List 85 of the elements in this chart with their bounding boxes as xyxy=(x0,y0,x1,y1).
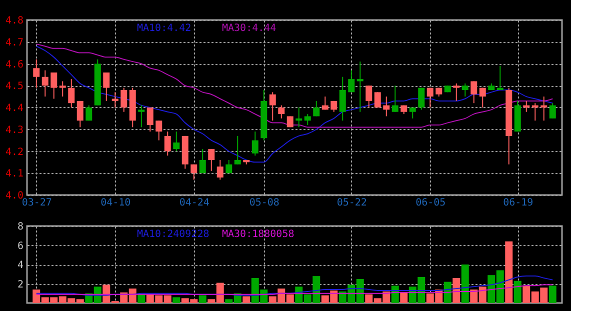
x-tick-label: 04-10 xyxy=(100,198,131,208)
bar xyxy=(198,295,206,303)
candlestick xyxy=(278,104,285,119)
candlestick xyxy=(322,96,328,110)
text: MA10:2409228 xyxy=(137,229,210,240)
candlestick xyxy=(356,61,364,112)
bar xyxy=(138,294,146,303)
bar xyxy=(400,292,408,303)
line-series xyxy=(36,284,554,295)
text: MA30:1880058 xyxy=(222,229,294,240)
y-tick-label: 8 xyxy=(17,222,24,232)
candlestick xyxy=(76,100,84,128)
bar xyxy=(242,296,250,303)
candlestick xyxy=(86,104,92,122)
bar xyxy=(452,278,460,303)
bar xyxy=(505,241,513,303)
bar xyxy=(514,280,522,303)
x-tick-label: 06-05 xyxy=(416,198,446,208)
candlestick xyxy=(392,85,398,112)
candlestick xyxy=(226,160,232,174)
candlestick xyxy=(103,72,110,102)
y-tick-label: 4.8 xyxy=(5,16,24,26)
candlestick xyxy=(164,131,171,156)
candlestick xyxy=(216,160,224,180)
candlestick xyxy=(383,96,390,117)
candlestick xyxy=(173,131,180,152)
candlestick xyxy=(120,87,128,112)
y-tick-label: 4.1 xyxy=(5,168,24,180)
text: MA30:4.44 xyxy=(222,23,276,34)
candlestick xyxy=(190,164,198,180)
candlestick xyxy=(138,104,145,128)
candlestick xyxy=(479,87,486,108)
candlestick xyxy=(68,78,75,108)
x-tick-label: 04-24 xyxy=(179,198,210,208)
candlestick xyxy=(208,148,215,172)
y-tick-label: 2 xyxy=(17,279,24,290)
candlestick xyxy=(549,102,556,119)
candlestick xyxy=(112,92,118,108)
candlestick xyxy=(304,114,311,126)
candlestick xyxy=(462,82,468,98)
candlestick xyxy=(339,76,346,122)
candlestick xyxy=(409,107,416,119)
y-tick-label: 4.3 xyxy=(5,124,24,136)
candlestick xyxy=(296,107,302,128)
candlestick xyxy=(453,82,460,102)
x-tick-label: 03-27 xyxy=(22,198,52,208)
x-tick-label: 06-19 xyxy=(503,198,534,208)
candlestick xyxy=(532,102,538,122)
candlestick xyxy=(523,100,530,112)
bar xyxy=(548,286,556,303)
bar xyxy=(172,297,180,303)
text: MA10:4.42 xyxy=(137,23,192,34)
candlestick xyxy=(42,70,48,98)
y-tick-label: 4.0 xyxy=(5,190,24,202)
line-series xyxy=(36,46,554,163)
y-tick-label: 6 xyxy=(17,240,24,252)
x-tick-label: 05-08 xyxy=(249,198,280,208)
y-tick-label: 4.7 xyxy=(5,37,24,48)
candlestick xyxy=(313,100,320,117)
candlestick xyxy=(156,120,162,141)
x-tick-label: 05-22 xyxy=(336,198,367,208)
candlestick xyxy=(470,80,478,104)
candlestick xyxy=(33,58,40,88)
candlestick xyxy=(59,80,66,98)
y-tick-label: 4.4 xyxy=(5,103,24,114)
candlestick xyxy=(496,65,504,90)
candlestick xyxy=(269,92,276,122)
y-tick-label: 4.2 xyxy=(5,146,24,158)
candlestick xyxy=(199,148,206,174)
bar xyxy=(444,282,452,303)
candlestick xyxy=(146,107,154,132)
y-tick-label: 4.5 xyxy=(5,81,24,92)
candlestick xyxy=(540,96,548,122)
candlestick xyxy=(426,87,434,108)
y-tick-label: 4 xyxy=(17,260,24,271)
line-series xyxy=(36,44,554,128)
bar xyxy=(461,264,469,303)
candlestick xyxy=(418,87,425,110)
candlestick xyxy=(252,131,258,156)
candlestick xyxy=(366,85,372,108)
candlestick xyxy=(374,92,381,108)
candlestick xyxy=(50,72,58,100)
candlestick xyxy=(348,70,355,93)
candlestick xyxy=(234,135,241,165)
y-tick-label: 4.6 xyxy=(5,59,24,70)
